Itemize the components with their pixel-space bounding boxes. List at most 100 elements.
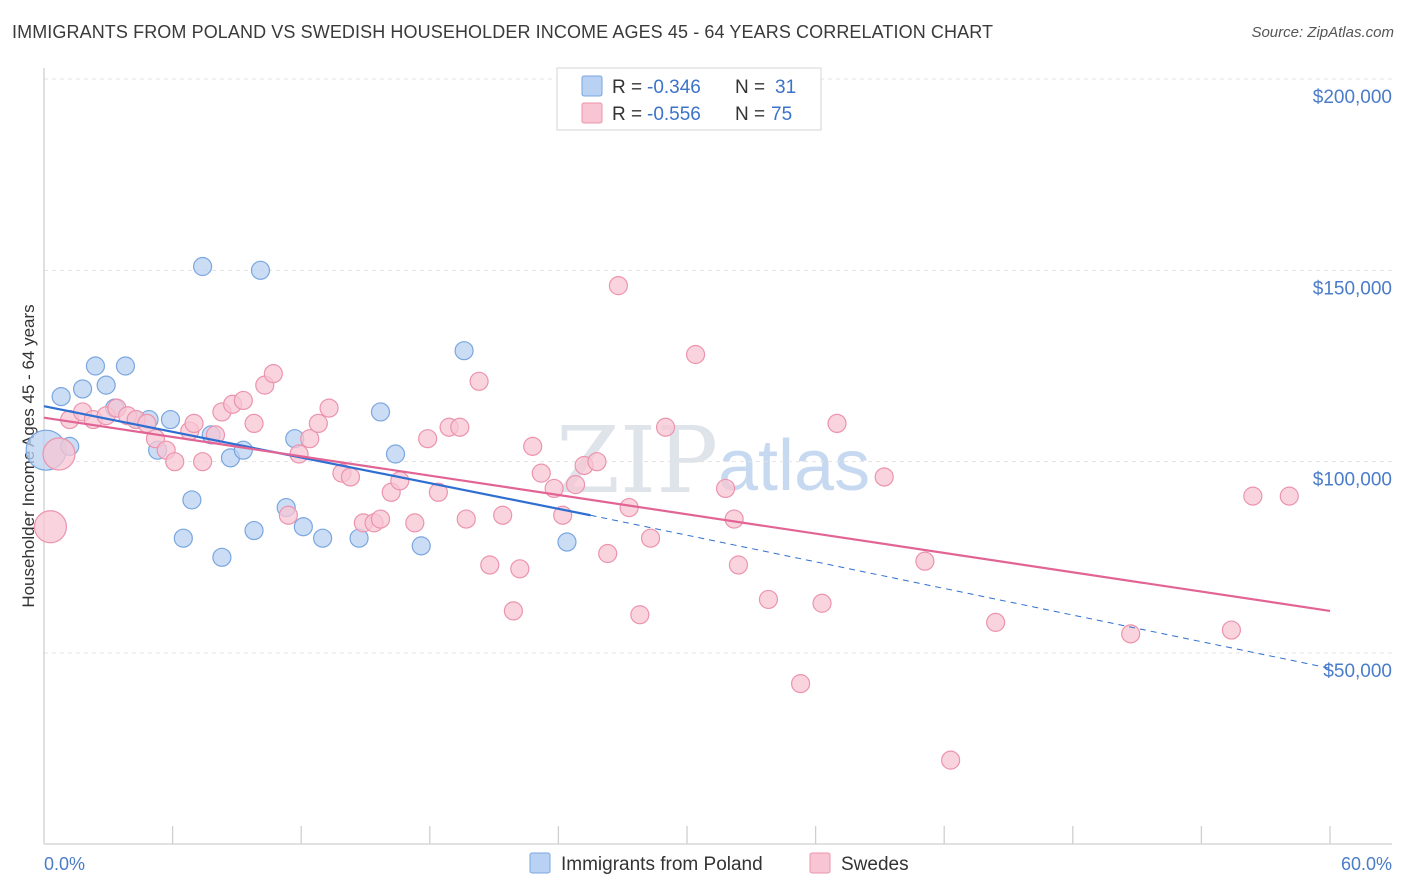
swedes-point xyxy=(370,509,391,529)
poland-point xyxy=(173,528,193,548)
swedes-point xyxy=(33,510,68,544)
legend-r-label-swedes: R = xyxy=(612,104,642,125)
swedes-point xyxy=(1121,624,1141,644)
poland-point xyxy=(160,409,181,430)
poland-trend-line xyxy=(43,405,591,517)
poland-point xyxy=(313,528,333,548)
legend-n-label-swedes: N = xyxy=(735,104,765,125)
poland-point xyxy=(193,256,213,277)
swedes-point xyxy=(469,371,489,391)
poland-point xyxy=(370,402,391,422)
swedes-point xyxy=(193,452,213,472)
poland-point xyxy=(293,517,313,537)
swedes-point xyxy=(915,551,935,571)
series-legend-label-swedes: Swedes xyxy=(841,854,909,875)
swedes-point xyxy=(405,513,425,533)
swedes-point xyxy=(986,612,1006,632)
swedes-point xyxy=(493,505,513,525)
swedes-point xyxy=(724,509,744,529)
watermark-atlas: atlas xyxy=(718,426,870,506)
correlation-legend: R = -0.346 N = 31 R = -0.556 N = 75 xyxy=(556,67,822,131)
swedes-point xyxy=(42,437,76,471)
swedes-point xyxy=(812,593,832,613)
swedes-point xyxy=(308,413,328,433)
y-tick-label-100000: $100,000 xyxy=(1313,470,1392,491)
series-legend: Immigrants from Poland Swedes xyxy=(529,852,909,875)
gridlines xyxy=(44,78,1392,654)
poland-point xyxy=(454,341,474,361)
swedes-point xyxy=(278,505,298,525)
poland-point xyxy=(212,547,232,567)
legend-r-label-poland: R = xyxy=(612,77,642,98)
legend-swatch-swedes xyxy=(581,102,603,124)
swedes-point xyxy=(300,429,320,449)
swedes-point xyxy=(598,543,618,564)
x-axis-ticks xyxy=(171,826,1331,844)
y-axis-tick-labels: $50,000 $100,000 $150,000 $200,000 xyxy=(1313,87,1392,682)
poland-point xyxy=(51,387,71,407)
legend-r-value-poland: -0.346 xyxy=(647,77,701,98)
x-tick-label-max: 60.0% xyxy=(1341,854,1392,874)
swedes-point xyxy=(510,559,530,579)
swedes-point xyxy=(1221,620,1242,640)
swedes-point xyxy=(941,750,961,770)
series-swedes-points xyxy=(33,276,1299,770)
poland-point xyxy=(182,490,202,510)
swedes-point xyxy=(565,475,586,495)
poland-point xyxy=(85,356,106,376)
legend-swatch-poland xyxy=(581,75,603,97)
swedes-trend-line xyxy=(43,416,1331,612)
swedes-point xyxy=(165,452,185,472)
swedes-point xyxy=(319,398,339,418)
poland-point xyxy=(115,356,136,376)
swedes-point xyxy=(685,344,706,365)
swedes-point xyxy=(758,589,779,610)
poland-trend-extension xyxy=(590,514,1331,669)
swedes-point xyxy=(608,276,629,296)
swedes-point xyxy=(503,601,523,621)
swedes-point xyxy=(531,463,551,483)
y-tick-label-50000: $50,000 xyxy=(1323,661,1392,682)
swedes-point xyxy=(184,413,204,433)
swedes-point xyxy=(790,674,811,694)
swedes-point xyxy=(715,478,736,499)
swedes-point xyxy=(1243,486,1263,506)
trend-lines xyxy=(43,405,1331,669)
poland-point xyxy=(72,379,93,399)
swedes-point xyxy=(640,528,661,548)
swedes-point xyxy=(827,413,847,433)
swedes-point xyxy=(456,509,476,529)
poland-point xyxy=(557,532,577,552)
swedes-point xyxy=(390,471,410,491)
swedes-point xyxy=(630,605,650,625)
swedes-point xyxy=(523,436,543,456)
y-tick-label-150000: $150,000 xyxy=(1313,278,1392,299)
swedes-point xyxy=(263,364,283,384)
swedes-point xyxy=(1279,486,1299,506)
swedes-point xyxy=(728,555,749,575)
series-legend-label-poland: Immigrants from Poland xyxy=(561,854,763,875)
legend-r-value-swedes: -0.556 xyxy=(647,104,701,125)
poland-point xyxy=(250,260,271,280)
swedes-point xyxy=(874,467,894,487)
swedes-point xyxy=(418,429,438,449)
swedes-point xyxy=(480,555,500,575)
poland-point xyxy=(96,375,116,395)
legend-n-value-swedes: 75 xyxy=(771,104,792,125)
poland-point xyxy=(385,444,406,464)
y-tick-label-200000: $200,000 xyxy=(1313,87,1392,108)
swedes-point xyxy=(450,417,470,437)
source-credit: Source: ZipAtlas.com xyxy=(1251,24,1394,41)
swedes-point xyxy=(340,467,361,487)
series-legend-swatch-poland xyxy=(529,852,551,874)
swedes-point xyxy=(428,482,448,502)
legend-n-label-poland: N = xyxy=(735,77,765,98)
poland-point xyxy=(244,520,264,541)
swedes-point xyxy=(655,417,676,437)
x-tick-label-min: 0.0% xyxy=(44,854,85,874)
swedes-point xyxy=(233,390,253,411)
series-legend-swatch-swedes xyxy=(809,852,831,874)
swedes-point xyxy=(587,452,607,472)
poland-point xyxy=(411,536,431,556)
